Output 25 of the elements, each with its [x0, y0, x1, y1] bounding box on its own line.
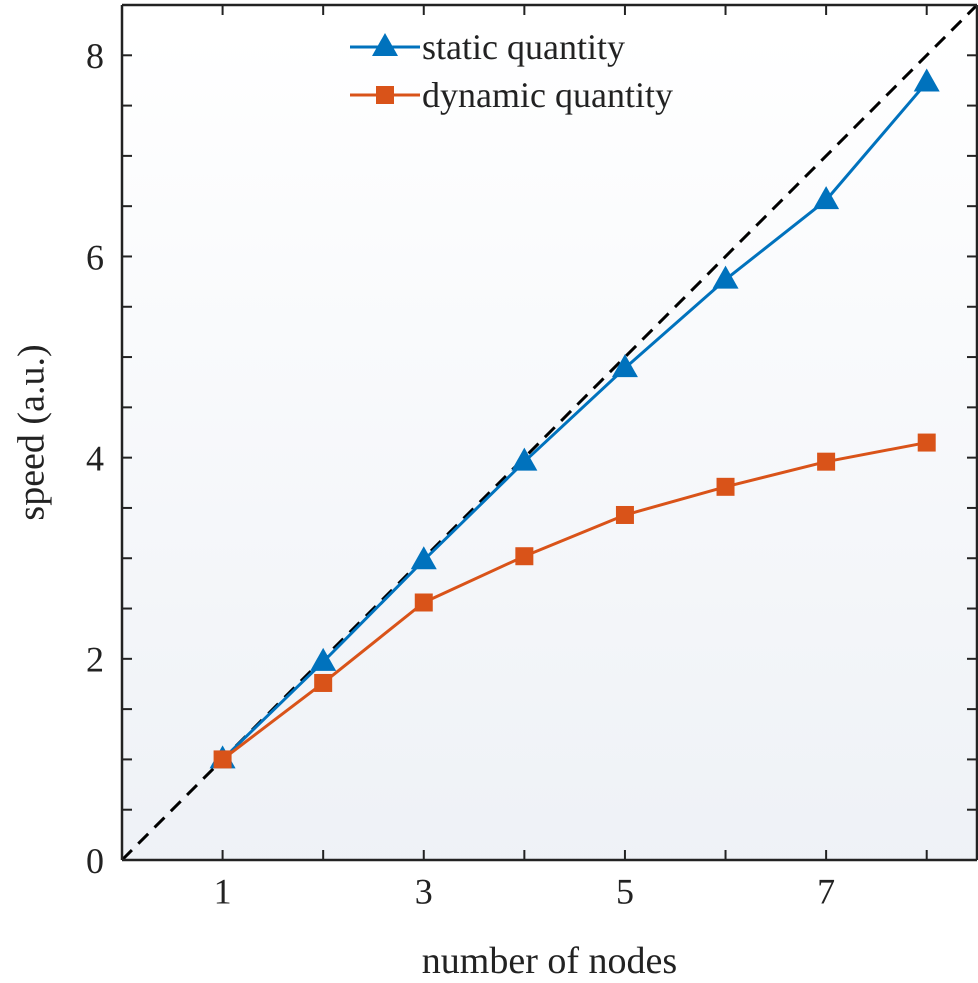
point — [515, 547, 534, 566]
point — [918, 434, 936, 452]
y-axis-title: speed (a.u.) — [10, 344, 52, 521]
point — [817, 452, 836, 471]
x-axis-title: number of nodes — [422, 940, 678, 982]
x-tick-label: 1 — [214, 872, 232, 912]
point — [813, 186, 840, 210]
point — [914, 68, 940, 92]
point — [716, 478, 735, 496]
point — [511, 448, 538, 471]
legend-label: static quantity — [422, 26, 625, 68]
point — [612, 354, 638, 378]
y-tick-label: 4 — [86, 438, 104, 478]
y-tick-label: 0 — [86, 840, 104, 881]
legend-label: dynamic quantity — [422, 74, 673, 116]
point — [414, 593, 433, 612]
x-tick-label: 3 — [414, 872, 433, 912]
x-tick-label: 5 — [616, 872, 634, 912]
point — [314, 674, 332, 692]
point — [616, 506, 634, 524]
x-tick-label: 7 — [817, 872, 836, 912]
y-tick-label: 8 — [86, 36, 104, 76]
point — [712, 266, 739, 289]
y-tick-label: 2 — [86, 640, 104, 680]
y-tick-label: 6 — [86, 237, 104, 278]
